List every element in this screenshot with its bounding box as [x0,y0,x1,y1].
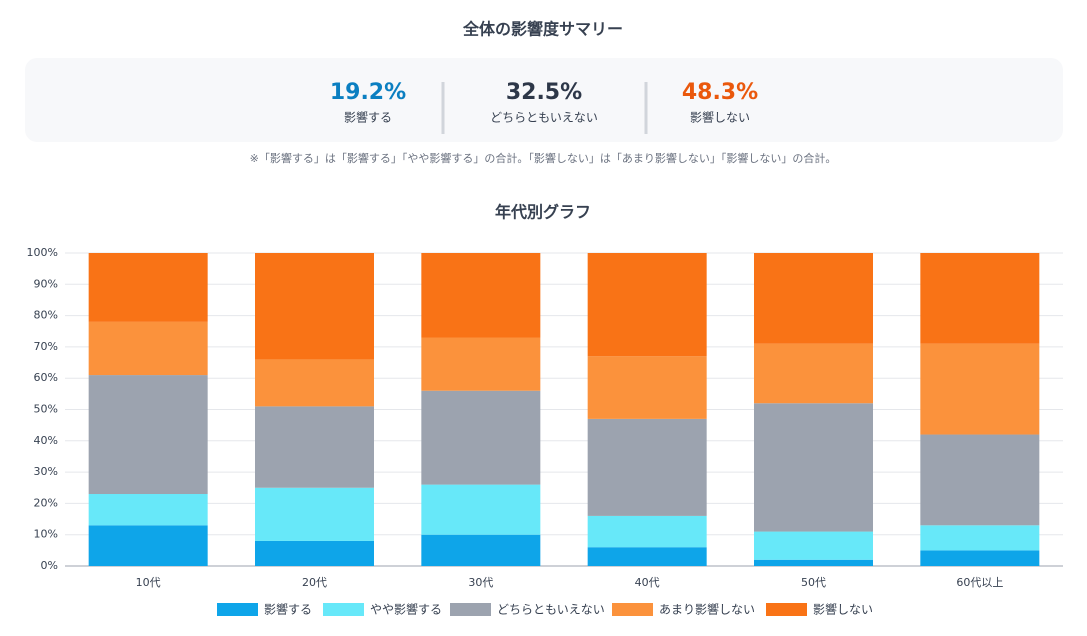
y-tick-label: 20% [34,496,58,509]
y-tick-label: 10% [34,528,58,541]
bar-segment [421,253,541,338]
bar-segment [255,253,374,360]
summary-title: 全体の影響度サマリー [462,20,623,39]
x-tick-label: 40代 [635,576,660,589]
legend-label: やや影響する [370,602,442,617]
summary-note: ※「影響する」は「影響する」「やや影響する」の合計。「影響しない」は「あまり影響… [250,151,837,165]
legend-label: 影響する [264,602,312,617]
y-tick-label: 0% [41,559,58,572]
x-tick-label: 20代 [302,576,327,589]
y-tick-label: 30% [34,465,58,478]
chart-title: 年代別グラフ [495,203,591,222]
bar-segment [754,253,873,344]
bar-segment [88,321,208,376]
legend-swatch [323,603,364,616]
bar-segment [587,515,707,548]
bar-segment [88,253,208,322]
bar-segment [587,356,707,419]
legend-label: どちらともいえない [497,603,605,617]
y-tick-label: 100% [27,246,58,259]
bar-segment [754,403,873,532]
bar-segment [421,534,541,566]
legend-swatch [612,603,653,616]
y-tick-label: 60% [34,371,58,384]
bar-segment [587,253,707,357]
legend-swatch [766,603,807,616]
bar-segment [88,525,208,566]
bar-segment [920,253,1040,344]
summary-value: 32.5% [506,80,582,105]
y-tick-label: 70% [34,340,58,353]
bar-segment [920,525,1040,551]
summary-label: 影響する [344,110,392,125]
bar-segment [920,434,1040,526]
summary-label: どちらともいえない [490,111,598,125]
summary-box [25,58,1063,142]
summary-value: 19.2% [330,80,406,105]
summary-value: 48.3% [682,80,758,105]
x-tick-label: 50代 [801,576,826,589]
y-tick-label: 50% [34,403,58,416]
bar-segment [88,494,208,526]
x-tick-label: 60代以上 [956,576,1003,589]
legend-swatch [217,603,258,616]
bar-segment [587,547,707,566]
x-tick-label: 10代 [136,576,161,589]
bar-segment [920,343,1040,435]
bar-segment [421,337,541,391]
bar-segment [255,406,374,488]
legend-swatch [450,603,491,616]
y-tick-label: 90% [34,277,58,290]
bar-segment [88,375,208,495]
bar-segment [255,540,374,566]
y-tick-label: 40% [34,434,58,447]
bar-segment [587,418,707,516]
legend-label: あまり影響しない [659,602,755,617]
legend-label: 影響しない [813,602,873,617]
bar-segment [255,359,374,407]
bar-segment [754,559,873,566]
bar-segment [421,484,541,535]
bar-segment [754,343,873,404]
bar-segment [754,531,873,560]
x-tick-label: 30代 [468,576,493,589]
bar-segment [920,550,1040,566]
bar-segment [255,487,374,541]
bar-segment [421,390,541,485]
y-tick-label: 80% [34,309,58,322]
summary-label: 影響しない [690,110,750,125]
